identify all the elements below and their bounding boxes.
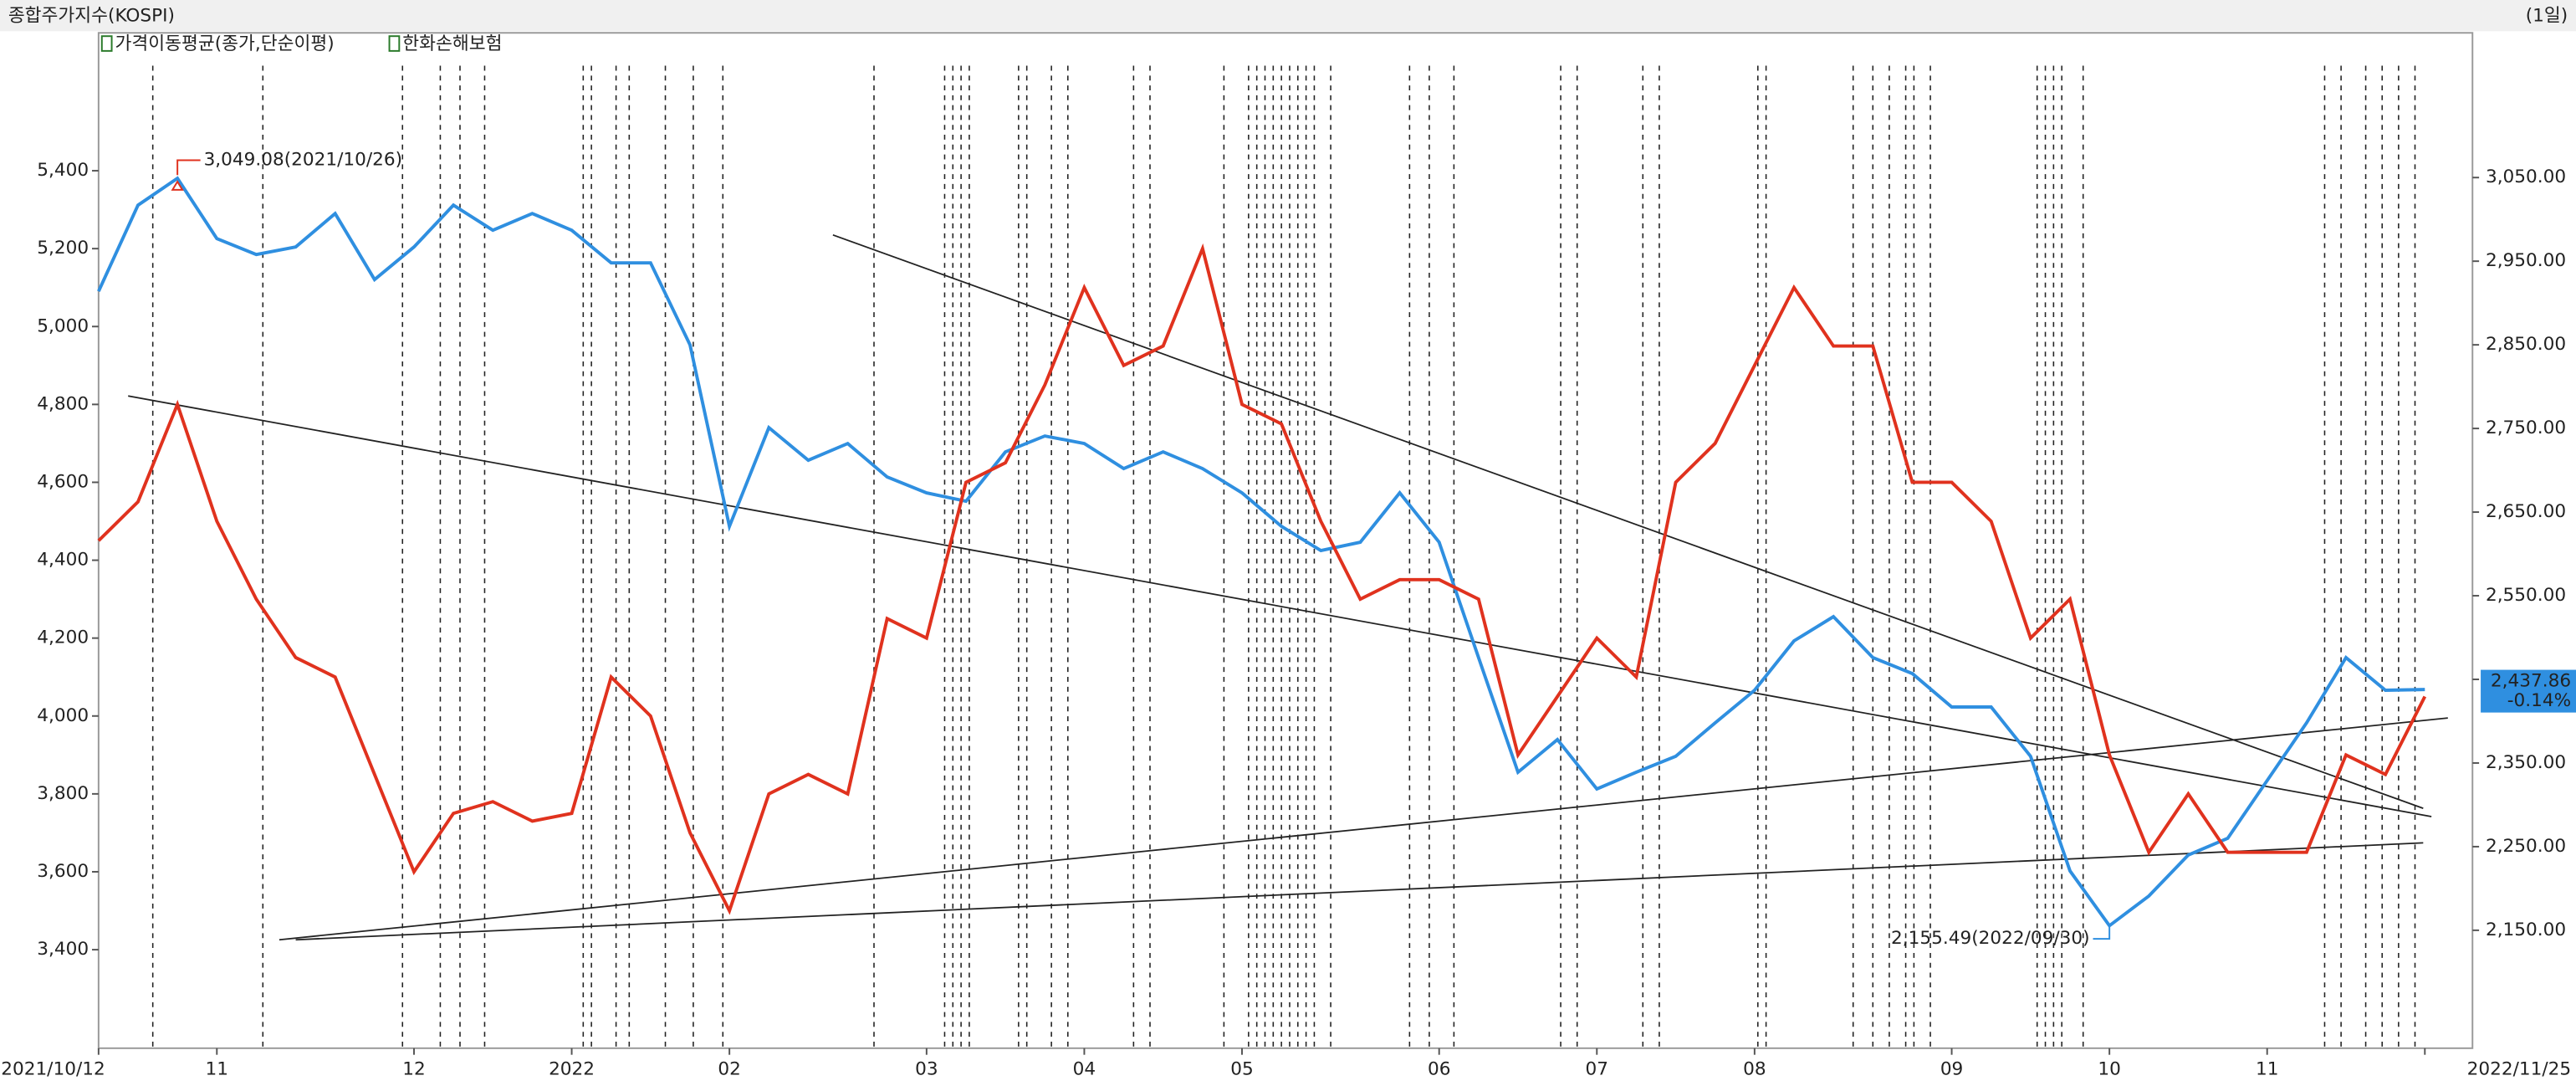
trend-lines bbox=[128, 233, 2448, 941]
low-marker bbox=[2093, 925, 2111, 940]
y-tick-label: 4,600 bbox=[37, 471, 89, 492]
legend-indicator: 가격이동평균(종가,단순이평) bbox=[115, 33, 335, 54]
y-tick-label: 3,600 bbox=[37, 861, 89, 882]
legend-icon bbox=[100, 35, 113, 52]
x-tick-label: 10 bbox=[2098, 1058, 2120, 1079]
y2-tick-label: 2,650.00 bbox=[2486, 501, 2566, 522]
y-tick-label: 4,000 bbox=[37, 705, 89, 726]
x-tick-label: 05 bbox=[1230, 1058, 1253, 1079]
x-tick-label: 09 bbox=[1940, 1058, 1963, 1079]
y2-tick-label: 2,150.00 bbox=[2486, 920, 2566, 940]
header-bar bbox=[0, 0, 2576, 32]
low-label: 2,155.49(2022/09/30) bbox=[1891, 928, 2090, 949]
series-line bbox=[97, 176, 2425, 929]
high-label: 3,049.08(2021/10/26) bbox=[204, 150, 403, 171]
y-tick-label: 3,400 bbox=[37, 939, 89, 960]
x-tick-label: 03 bbox=[915, 1058, 938, 1079]
x-tick-label: 02 bbox=[718, 1058, 740, 1079]
y2-tick-label: 2,950.00 bbox=[2486, 250, 2566, 271]
y-tick-label: 5,000 bbox=[37, 315, 89, 336]
x-tick-label: 2022 bbox=[549, 1058, 595, 1079]
x-tick-label: 2022/11/25 bbox=[2467, 1058, 2571, 1079]
last-value-label: 2,437.86 bbox=[2491, 670, 2571, 691]
period-label: (1일) bbox=[2526, 6, 2568, 27]
chart-title: 종합주가지수(KOSPI) bbox=[8, 6, 175, 27]
y2-tick-label: 2,750.00 bbox=[2486, 417, 2566, 438]
trend-line bbox=[295, 842, 2424, 941]
y2-tick-label: 2,850.00 bbox=[2486, 334, 2566, 355]
y2-tick-label: 2,550.00 bbox=[2486, 585, 2566, 606]
x-tick-label: 11 bbox=[2256, 1058, 2278, 1079]
series-line bbox=[97, 243, 2427, 915]
y2-tick-label: 2,250.00 bbox=[2486, 836, 2566, 857]
x-tick-label: 08 bbox=[1743, 1058, 1766, 1079]
legend-entry: 한화손해보험 bbox=[402, 33, 502, 54]
x-tick-label: 04 bbox=[1073, 1058, 1096, 1079]
trend-line bbox=[128, 395, 2432, 817]
trend-line bbox=[832, 233, 2424, 809]
last-value-box bbox=[2481, 669, 2576, 713]
x-tick-label: 2021/10/12 bbox=[1, 1058, 105, 1079]
trend-line bbox=[279, 717, 2448, 941]
y-tick-label: 3,800 bbox=[37, 783, 89, 804]
last-change-label: -0.14% bbox=[2507, 690, 2571, 711]
y-tick-label: 4,400 bbox=[37, 550, 89, 571]
y2-tick-label: 3,050.00 bbox=[2486, 166, 2566, 187]
high-marker bbox=[171, 159, 201, 191]
x-tick-label: 12 bbox=[402, 1058, 425, 1079]
y-tick-label: 5,200 bbox=[37, 238, 89, 259]
x-tick-label: 11 bbox=[206, 1058, 228, 1079]
event-lines bbox=[151, 65, 2416, 1048]
x-tick-label: 06 bbox=[1428, 1058, 1450, 1079]
y-tick-label: 4,800 bbox=[37, 393, 89, 414]
y-tick-label: 4,200 bbox=[37, 628, 89, 648]
x-tick-label: 07 bbox=[1586, 1058, 1608, 1079]
y-tick-label: 5,400 bbox=[37, 160, 89, 181]
y2-tick-label: 2,350.00 bbox=[2486, 752, 2566, 773]
legend-icon bbox=[388, 35, 401, 52]
